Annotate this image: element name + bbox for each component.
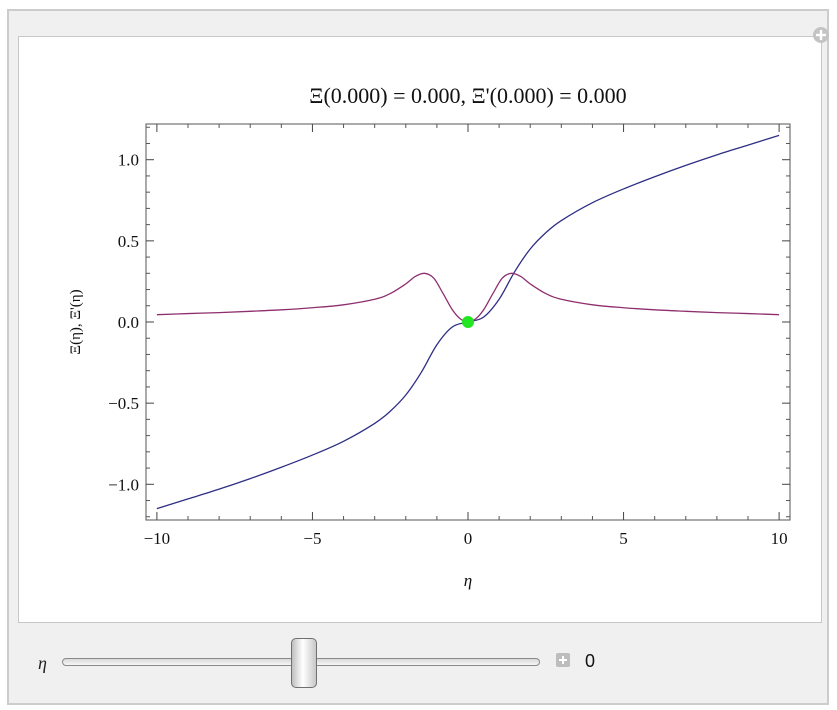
slider-label: η — [38, 653, 47, 673]
y-axis-label: Ξ(η), Ξ'(η) — [68, 289, 84, 354]
x-tick-label: 0 — [464, 529, 473, 548]
eta-slider-thumb[interactable] — [291, 638, 317, 688]
add-icon[interactable] — [812, 26, 830, 44]
y-tick-label: 1.0 — [118, 151, 139, 170]
series-line-2 — [156, 272, 780, 323]
x-tick-label: −10 — [144, 529, 171, 548]
plot-panel — [18, 36, 822, 623]
x-tick-label: 10 — [771, 529, 788, 548]
current-point-marker — [462, 316, 474, 328]
y-tick-label: 0.0 — [118, 313, 139, 332]
x-axis-label: η — [464, 571, 472, 590]
slider-value: 0 — [585, 651, 596, 671]
chart-title: Ξ(0.000) = 0.000, Ξ'(0.000) = 0.000 — [309, 83, 626, 108]
y-tick-label: −1.0 — [108, 475, 139, 494]
x-tick-label: −5 — [303, 529, 321, 548]
x-tick-label: 5 — [619, 529, 628, 548]
expand-controls-icon[interactable] — [556, 653, 570, 667]
y-tick-label: 0.5 — [118, 232, 139, 251]
y-tick-label: −0.5 — [108, 394, 139, 413]
